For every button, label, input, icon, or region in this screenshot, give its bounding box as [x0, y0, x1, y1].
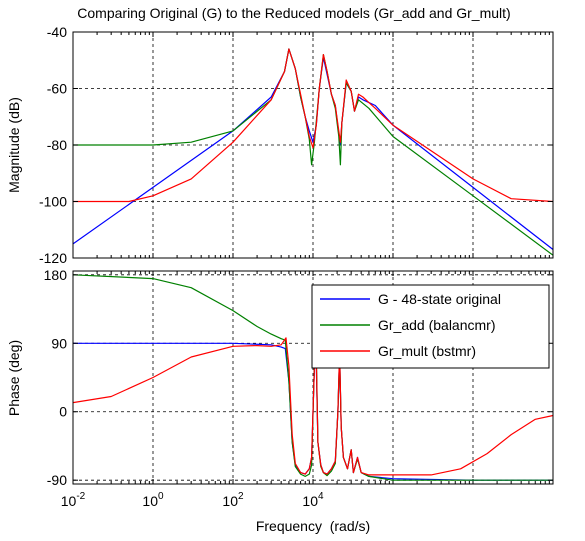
x-axis-label: Frequency (rad/s): [256, 518, 370, 534]
phase-y-axis-label: Phase (deg): [6, 340, 22, 416]
legend-entry-label: G - 48-state original: [378, 291, 501, 307]
y-tick-label: -90: [47, 472, 67, 488]
magnitude-y-ticks: -40 -60 -80 -100 -120: [39, 24, 553, 266]
phase-y-ticks: 180 90 0 -90: [44, 267, 553, 488]
chart-title: Comparing Original (G) to the Reduced mo…: [77, 5, 510, 21]
y-tick-label: 180: [44, 267, 68, 283]
phase-axes-border: [72, 270, 554, 485]
series-line-gr_mult: [73, 48, 554, 203]
y-tick-label: -40: [47, 24, 67, 40]
magnitude-panel: -40 -60 -80 -100 -120 Magnitude (dB): [6, 24, 554, 266]
y-tick-label: 90: [51, 335, 67, 351]
series-line-gr_mult: [72, 327, 554, 476]
y-tick-label: 0: [59, 404, 67, 420]
x-tick-label: 10-2: [61, 491, 86, 509]
x-tick-label: 104: [302, 491, 324, 509]
x-tick-label: 102: [222, 491, 244, 509]
magnitude-y-axis-label: Magnitude (dB): [6, 97, 22, 193]
y-tick-label: -100: [39, 194, 67, 210]
y-tick-label: -60: [47, 81, 67, 97]
y-tick-label: -120: [39, 250, 67, 266]
legend-entry-label: Gr_add (balancmr): [378, 317, 496, 333]
phase-series-lines: [72, 274, 554, 481]
legend: G - 48-state original Gr_add (balancmr) Gr…: [311, 284, 550, 369]
magnitude-series-lines: [72, 48, 554, 256]
x-ticks: 10-2 100 102 104: [61, 491, 324, 509]
x-tick-label: 100: [142, 491, 164, 509]
y-tick-label: -80: [47, 137, 67, 153]
legend-entry-label: Gr_mult (bstmr): [378, 343, 476, 359]
